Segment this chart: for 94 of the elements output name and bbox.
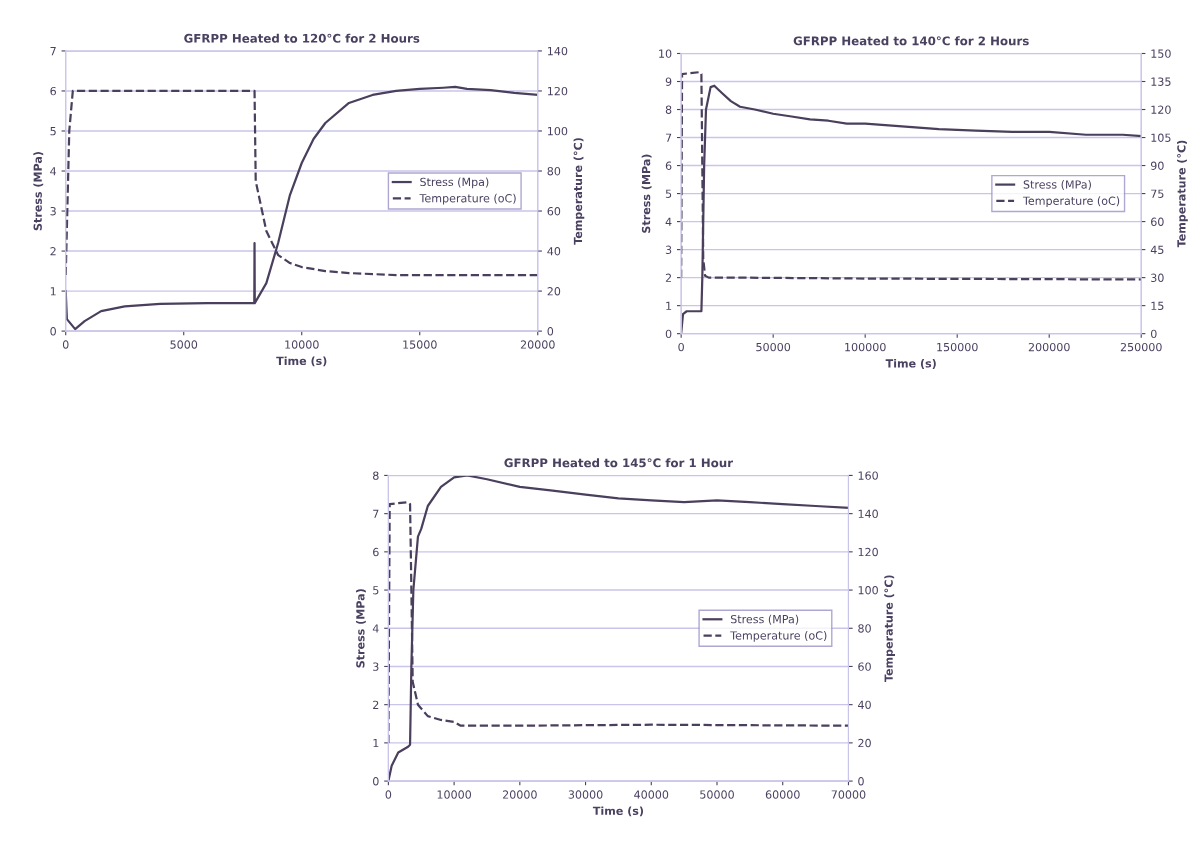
y-tick-label: 3 <box>373 662 379 671</box>
y2-tick-label: 45 <box>1150 245 1164 254</box>
x-tick-label: 10000 <box>437 790 472 799</box>
y2-tick-label: 120 <box>1151 105 1171 114</box>
y-tick-label: 7 <box>373 509 379 518</box>
y2-tick-label: 100 <box>548 126 568 136</box>
y2-tick-label: 80 <box>858 624 871 633</box>
y-tick-label: 10 <box>659 49 672 58</box>
y2-tick-label: 105 <box>1151 133 1171 142</box>
y-tick-label: 5 <box>50 127 56 136</box>
y2-tick-label: 120 <box>858 547 878 557</box>
y2-tick-label: 100 <box>858 586 878 595</box>
y-tick-label: 6 <box>50 86 56 96</box>
x-tick-label: 0 <box>62 340 69 349</box>
y2-tick-label: 30 <box>1151 273 1164 282</box>
chart-title: GFRPP Heated to 120°C for 2 Hours <box>184 33 420 43</box>
y2-axis-title: Temperature (°C) <box>573 138 585 245</box>
legend-label: Temperature (oC) <box>419 193 516 205</box>
y2-tick-label: 120 <box>548 86 568 96</box>
y2-axis-title: Temperature (°C) <box>884 575 895 683</box>
y-tick-label: 4 <box>665 217 672 226</box>
chart-title: GFRPP Heated to 140°C for 2 Hours <box>793 36 1029 46</box>
x-tick-label: 5000 <box>170 340 198 349</box>
legend-label: Stress (Mpa) <box>420 177 489 189</box>
y2-tick-label: 20 <box>858 738 871 748</box>
y-tick-label: 6 <box>665 161 672 170</box>
y2-tick-label: 60 <box>1151 217 1164 226</box>
x-tick-label: 50000 <box>756 342 791 352</box>
y2-tick-label: 60 <box>547 207 561 216</box>
x-axis-title: Time (s) <box>276 356 327 367</box>
x-tick-label: 0 <box>678 342 684 352</box>
y-tick-label: 3 <box>50 207 56 216</box>
y-axis-title: Stress (MPa) <box>33 151 44 231</box>
line-series <box>388 475 849 782</box>
y2-tick-label: 90 <box>1150 161 1164 170</box>
legend-label: Stress (MPa) <box>730 614 799 625</box>
y2-tick-label: 0 <box>547 327 554 336</box>
chart-title: GFRPP Heated to 145°C for 1 Hour <box>504 458 733 468</box>
y2-tick-label: 140 <box>858 509 878 519</box>
y-tick-label: 1 <box>373 739 379 748</box>
x-tick-label: 200000 <box>1028 342 1070 352</box>
y-tick-label: 0 <box>50 327 56 336</box>
y-tick-label: 2 <box>50 247 56 256</box>
y-tick-label: 2 <box>665 273 672 282</box>
y-tick-label: 6 <box>373 547 379 557</box>
y-tick-label: 0 <box>665 329 672 339</box>
y-tick-label: 4 <box>372 624 379 633</box>
y2-tick-label: 60 <box>858 662 871 671</box>
x-tick-label: 10000 <box>285 340 319 349</box>
x-tick-label: 60000 <box>765 790 800 799</box>
x-tick-label: 30000 <box>568 790 603 799</box>
legend-label: Temperature (oC) <box>1022 196 1120 208</box>
y-tick-label: 0 <box>373 777 379 786</box>
y-tick-label: 5 <box>373 586 379 595</box>
x-tick-label: 20000 <box>520 340 555 349</box>
x-tick-label: 0 <box>385 790 392 799</box>
y-tick-label: 3 <box>665 245 672 254</box>
x-tick-label: 40000 <box>634 790 669 799</box>
y2-axis-title: Temperature (°C) <box>1177 140 1188 248</box>
y2-tick-label: 135 <box>1151 77 1171 86</box>
x-axis-title: Time (s) <box>592 806 644 817</box>
y2-tick-label: 160 <box>858 471 878 480</box>
y-tick-label: 8 <box>373 471 379 480</box>
y-tick-label: 8 <box>665 105 672 114</box>
y-tick-label: 7 <box>665 133 672 142</box>
y2-tick-label: 40 <box>547 247 561 256</box>
x-tick-label: 70000 <box>831 790 866 799</box>
y-tick-label: 2 <box>373 700 379 709</box>
y2-tick-label: 140 <box>548 46 568 56</box>
x-tick-label: 150000 <box>937 342 978 352</box>
y-tick-label: 7 <box>50 47 56 56</box>
y-tick-label: 4 <box>50 167 57 176</box>
x-axis-title: Time (s) <box>885 358 936 369</box>
y2-tick-label: 0 <box>858 777 864 786</box>
x-tick-label: 250000 <box>1120 342 1162 352</box>
y-axis-title: Stress (MPa) <box>355 589 366 668</box>
y-tick-label: 1 <box>666 301 672 310</box>
y-tick-label: 1 <box>50 287 56 296</box>
y2-tick-label: 80 <box>547 166 561 176</box>
x-tick-label: 50000 <box>700 790 734 799</box>
legend-label: Stress (MPa) <box>1023 180 1091 190</box>
y2-tick-label: 20 <box>547 287 561 296</box>
x-tick-label: 100000 <box>845 342 886 352</box>
y2-tick-label: 150 <box>1151 49 1171 58</box>
x-tick-label: 15000 <box>403 340 437 349</box>
x-tick-label: 20000 <box>502 790 537 799</box>
y2-tick-label: 40 <box>858 700 871 710</box>
y2-tick-label: 15 <box>1151 301 1164 311</box>
y2-tick-label: 0 <box>1150 329 1157 339</box>
y-tick-label: 5 <box>665 189 672 198</box>
legend-label: Temperature (oC) <box>730 631 827 642</box>
y-axis-title: Stress (MPa) <box>641 154 652 233</box>
y-tick-label: 9 <box>665 77 672 86</box>
y2-tick-label: 75 <box>1151 189 1164 198</box>
